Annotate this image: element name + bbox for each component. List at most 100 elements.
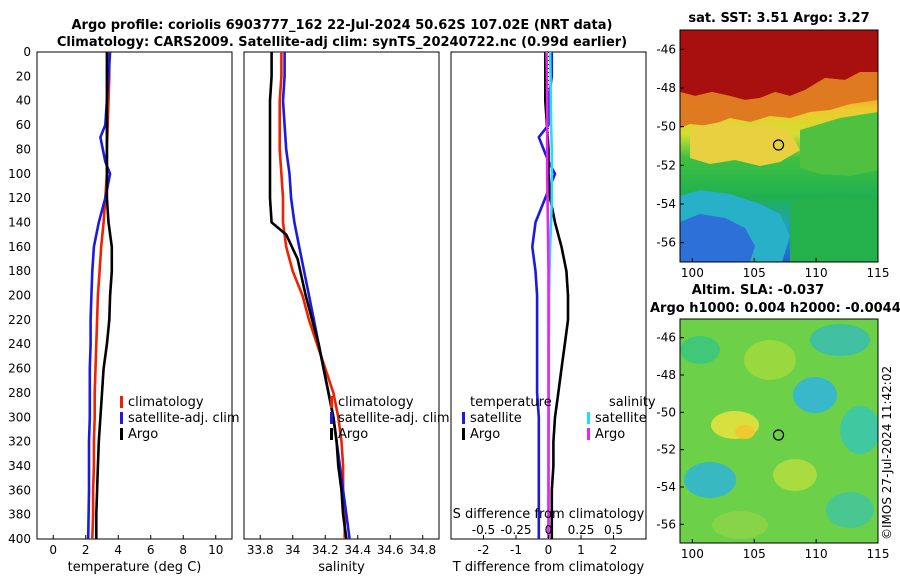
legend-label-argo: Argo bbox=[128, 427, 158, 442]
sst-map-panel: sat. SST: 3.51 Argo: 3.27 100 105 110 115 -4… bbox=[656, 11, 889, 280]
sla-map-anomaly bbox=[712, 511, 768, 539]
salinity-diff-tick-label: -0.5 bbox=[472, 523, 495, 537]
legend-label-climatology: climatology bbox=[128, 395, 204, 410]
sla-map-image bbox=[680, 319, 878, 543]
map-x-tick-label: 105 bbox=[743, 266, 766, 280]
legend-header-temperature: temperature bbox=[470, 395, 552, 410]
series-line-satellite-adj-clim bbox=[86, 52, 112, 539]
x-tick-label: 33.8 bbox=[247, 543, 274, 557]
sla-map-anomaly bbox=[840, 406, 878, 454]
sla-map-title-line1: Altim. SLA: -0.037 bbox=[692, 283, 824, 298]
temperature-axes-box bbox=[36, 51, 233, 540]
salinity-x-ticks: 33.8 34 34.2 34.4 34.6 34.8 bbox=[247, 535, 436, 557]
depth-tick-label: 180 bbox=[8, 264, 31, 278]
x-tick-label: 2 bbox=[82, 543, 90, 557]
legend-swatch-satellite bbox=[120, 412, 123, 424]
series-line-temperature-satellite bbox=[530, 52, 557, 539]
depth-tick-label: 380 bbox=[8, 508, 31, 522]
legend-swatch-climatology bbox=[330, 396, 333, 408]
temperature-series-group bbox=[86, 52, 114, 539]
depth-tick-label: 360 bbox=[8, 483, 31, 497]
figure-title-line2: Climatology: CARS2009. Satellite-adj cli… bbox=[57, 35, 627, 50]
legend-label-satellite: satellite-adj. clim bbox=[128, 411, 240, 426]
salinity-axes-box bbox=[243, 51, 440, 540]
x-tick-label: 1 bbox=[577, 543, 585, 557]
map-x-tick-label: 100 bbox=[681, 547, 704, 561]
map-y-tick-label: -46 bbox=[656, 331, 676, 345]
legend-swatch-argo bbox=[330, 428, 333, 440]
depth-tick-label: 140 bbox=[8, 215, 31, 229]
depth-tick-label: 100 bbox=[8, 167, 31, 181]
x-tick-label: 8 bbox=[179, 543, 187, 557]
sla-map-anomaly bbox=[773, 459, 817, 491]
legend-swatch-sal-satellite bbox=[587, 412, 590, 424]
salinity-panel: 33.8 34 34.2 34.4 34.6 34.8 salinity climatol… bbox=[243, 51, 450, 575]
legend-label-argo: Argo bbox=[338, 427, 368, 442]
x-tick-label: 34.2 bbox=[312, 543, 339, 557]
legend-swatch-temp-satellite bbox=[462, 412, 465, 424]
difference-panel: -2 -1 0 1 2 T difference from climatology S … bbox=[450, 51, 656, 575]
difference-legend: temperature salinity satellite Argo sate… bbox=[462, 395, 656, 442]
depth-tick-label: 320 bbox=[8, 435, 31, 449]
sst-map-orange-band bbox=[680, 72, 878, 128]
sla-map-anomaly bbox=[826, 492, 874, 528]
map-y-tick-label: -52 bbox=[656, 158, 676, 172]
difference-series-group bbox=[530, 52, 570, 539]
legend-label-satellite: satellite-adj. clim bbox=[338, 411, 450, 426]
map-y-tick-label: -46 bbox=[656, 42, 676, 56]
depth-tick-label: 160 bbox=[8, 240, 31, 254]
x-tick-label: 10 bbox=[208, 543, 223, 557]
depth-tick-label: 80 bbox=[16, 142, 31, 156]
depth-tick-label: 220 bbox=[8, 313, 31, 327]
map-y-tick-label: -56 bbox=[656, 517, 676, 531]
figure-title-line1: Argo profile: coriolis 6903777_162 22-Ju… bbox=[72, 18, 613, 33]
legend-label-sal-argo: Argo bbox=[595, 427, 625, 442]
sla-map-anomaly bbox=[744, 340, 796, 380]
map-y-tick-label: -48 bbox=[656, 368, 676, 382]
temperature-panel: 0 2 4 6 8 10 temperature (deg C) climatology … bbox=[36, 51, 240, 575]
map-y-tick-label: -48 bbox=[656, 81, 676, 95]
legend-label-climatology: climatology bbox=[338, 395, 414, 410]
sla-map-anomaly bbox=[735, 425, 755, 439]
x-tick-label: 0 bbox=[49, 543, 57, 557]
x-tick-label: 6 bbox=[147, 543, 155, 557]
legend-swatch-sal-argo bbox=[587, 428, 590, 440]
map-x-tick-label: 110 bbox=[805, 266, 828, 280]
salinity-diff-tick-label: 0 bbox=[545, 523, 553, 537]
map-x-tick-label: 115 bbox=[867, 266, 890, 280]
difference-x-ticks: -2 -1 0 1 2 bbox=[478, 535, 618, 557]
imos-credit: ©IMOS 27-Jul-2024 11:42:02 bbox=[880, 366, 894, 540]
sla-map-title-line2: Argo h1000: 0.004 h2000: -0.0044 bbox=[650, 301, 900, 316]
depth-tick-label: 200 bbox=[8, 289, 31, 303]
x-tick-label: 4 bbox=[114, 543, 122, 557]
salinity-diff-tick-label: 0.5 bbox=[604, 523, 623, 537]
x-tick-label: 34 bbox=[285, 543, 300, 557]
map-y-tick-label: -50 bbox=[656, 120, 676, 134]
sst-map-green-region bbox=[800, 112, 878, 176]
argo-location-marker bbox=[772, 429, 785, 441]
legend-swatch-argo bbox=[120, 428, 123, 440]
map-y-tick-label: -54 bbox=[656, 197, 676, 211]
series-line-argo bbox=[268, 52, 348, 539]
depth-tick-label: 260 bbox=[8, 362, 31, 376]
depth-tick-label: 240 bbox=[8, 337, 31, 351]
legend-swatch-climatology bbox=[120, 396, 123, 408]
legend-swatch-temp-argo bbox=[462, 428, 465, 440]
depth-tick-label: 20 bbox=[16, 69, 31, 83]
series-line-salinity-argo bbox=[545, 52, 550, 539]
x-tick-label: 2 bbox=[610, 543, 618, 557]
map-y-tick-label: -54 bbox=[656, 480, 676, 494]
depth-tick-label: 0 bbox=[23, 45, 31, 59]
legend-swatch-satellite bbox=[330, 412, 333, 424]
salinity-difference-ticks: -0.5 -0.25 0 0.25 0.5 bbox=[472, 523, 623, 537]
map-y-tick-label: -52 bbox=[656, 443, 676, 457]
temperature-xlabel: temperature (deg C) bbox=[68, 560, 202, 575]
sst-map-south-green bbox=[790, 196, 878, 262]
x-tick-label: -2 bbox=[478, 543, 490, 557]
x-tick-label: 0 bbox=[545, 543, 553, 557]
x-tick-label: -1 bbox=[510, 543, 522, 557]
map-x-tick-label: 105 bbox=[743, 547, 766, 561]
sla-map-anomaly bbox=[684, 462, 736, 498]
sla-map-anomaly bbox=[680, 336, 720, 364]
